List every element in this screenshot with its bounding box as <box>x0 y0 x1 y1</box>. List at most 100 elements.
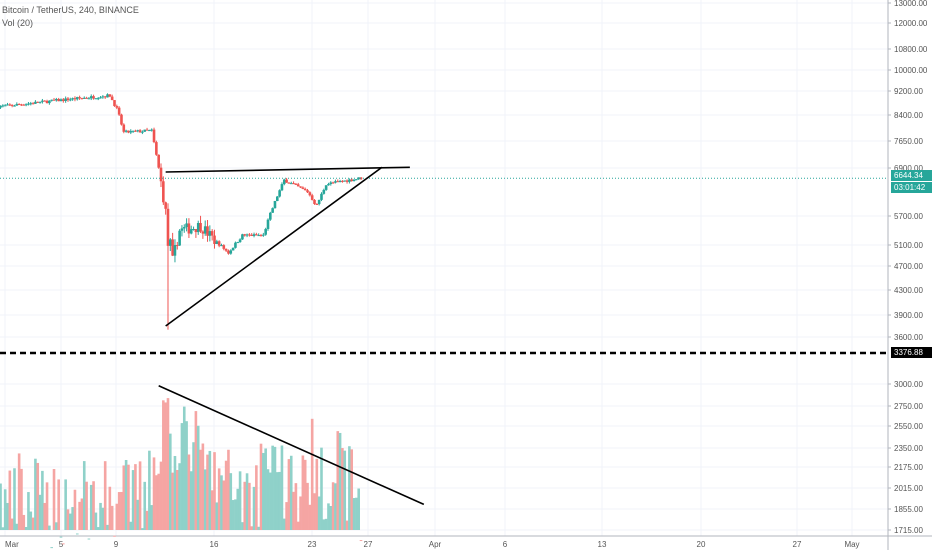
time-tick-label: Apr <box>429 540 442 549</box>
level-price-tag: 3376.88 <box>891 347 932 358</box>
volume-bar <box>162 400 165 530</box>
volume-bar <box>136 499 140 530</box>
candle-body <box>310 195 314 200</box>
volume-bar <box>169 433 172 530</box>
candle-body <box>313 199 316 204</box>
candle-body <box>127 130 130 133</box>
candle-body <box>20 104 23 106</box>
candle-body <box>41 100 44 102</box>
time-tick-label: 20 <box>697 540 706 549</box>
candle-body <box>71 98 74 100</box>
candle-body <box>289 183 293 185</box>
volume-bar <box>117 492 121 530</box>
candle-body <box>22 104 26 106</box>
candle-body <box>327 184 330 186</box>
price-tick-label: 9200.00 <box>894 87 923 96</box>
price-tick-label: 4300.00 <box>894 286 923 295</box>
volume-bar <box>296 521 300 530</box>
price-tick-label: 3900.00 <box>894 311 923 320</box>
price-tick-label: 13000.00 <box>894 0 928 8</box>
time-tick-label: May <box>844 540 859 549</box>
candle-body <box>110 96 114 101</box>
volume-bar <box>89 484 93 530</box>
volume-bar <box>182 406 186 530</box>
candle-body <box>189 229 193 234</box>
volume-bar <box>243 481 247 530</box>
candle-body <box>69 99 72 101</box>
volume-bar <box>329 505 333 530</box>
candle-body <box>308 192 312 196</box>
volume-bar <box>52 469 56 530</box>
volume-bar <box>8 470 12 530</box>
volume-indicator-title[interactable]: Vol (20) <box>2 18 34 28</box>
candle-body <box>201 231 205 234</box>
volume-bar <box>59 536 63 538</box>
candle-body <box>227 250 230 254</box>
candle-body <box>155 142 158 155</box>
candle-body <box>285 179 288 183</box>
volume-bar <box>236 488 240 530</box>
volume-bar <box>124 459 128 530</box>
volume-bar <box>101 507 105 530</box>
volume-bar <box>73 489 77 530</box>
candle-body <box>303 188 307 191</box>
volume-tick-label: 2750.00 <box>894 402 923 411</box>
volume-bar <box>99 502 102 530</box>
candle-body <box>329 182 333 185</box>
candle-body <box>315 203 319 205</box>
volume-bar <box>287 459 291 530</box>
candle-body <box>134 130 137 132</box>
candle-body <box>1 105 5 107</box>
triangle-lower-line <box>165 166 383 327</box>
candle-body <box>252 234 256 236</box>
volume-bar <box>148 450 151 530</box>
volume-bar <box>22 514 26 530</box>
volume-bar <box>150 505 154 530</box>
volume-bar <box>103 461 107 530</box>
volume-bar <box>227 449 230 530</box>
candle-body <box>38 101 42 103</box>
candle-body <box>8 104 12 106</box>
candle-body <box>322 189 326 194</box>
candle-body <box>352 179 356 182</box>
volume-tick-label: 1715.00 <box>894 526 923 535</box>
candle-body <box>182 227 186 229</box>
volume-bar <box>1 527 5 530</box>
volume-bar <box>6 502 9 530</box>
candle-body <box>317 199 321 205</box>
symbol-title[interactable]: Bitcoin / TetherUS, 240, BINANCE <box>2 5 139 15</box>
volume-bar <box>64 479 67 530</box>
volume-bar <box>264 448 267 530</box>
volume-bar <box>224 460 228 530</box>
candle-body <box>217 241 221 246</box>
candle-body <box>245 234 249 236</box>
candle-body <box>66 98 70 101</box>
volume-series <box>0 398 363 549</box>
volume-bar <box>106 524 109 530</box>
candle-body <box>0 105 2 108</box>
volume-bar <box>248 482 251 530</box>
volume-bar <box>317 496 321 530</box>
candle-body <box>17 104 21 106</box>
candle-body <box>324 185 328 190</box>
candle-body <box>36 101 40 103</box>
time-tick-label: 16 <box>210 540 219 549</box>
volume-bar <box>155 475 158 530</box>
volume-bar <box>280 445 284 530</box>
price-tick-label: 4700.00 <box>894 262 923 271</box>
candle-body <box>169 239 172 246</box>
volume-bar <box>213 452 216 530</box>
volume-bar <box>110 505 114 530</box>
candle-body <box>141 131 144 133</box>
volume-bar <box>269 472 272 530</box>
volume-bar <box>131 470 135 530</box>
volume-bar <box>217 468 221 530</box>
candle-body <box>99 97 102 99</box>
candle-series <box>0 93 363 330</box>
volume-bar <box>71 507 74 530</box>
candle-body <box>222 245 226 249</box>
candle-body <box>348 179 351 182</box>
volume-bar <box>94 512 98 530</box>
price-tick-label: 7650.00 <box>894 137 923 146</box>
